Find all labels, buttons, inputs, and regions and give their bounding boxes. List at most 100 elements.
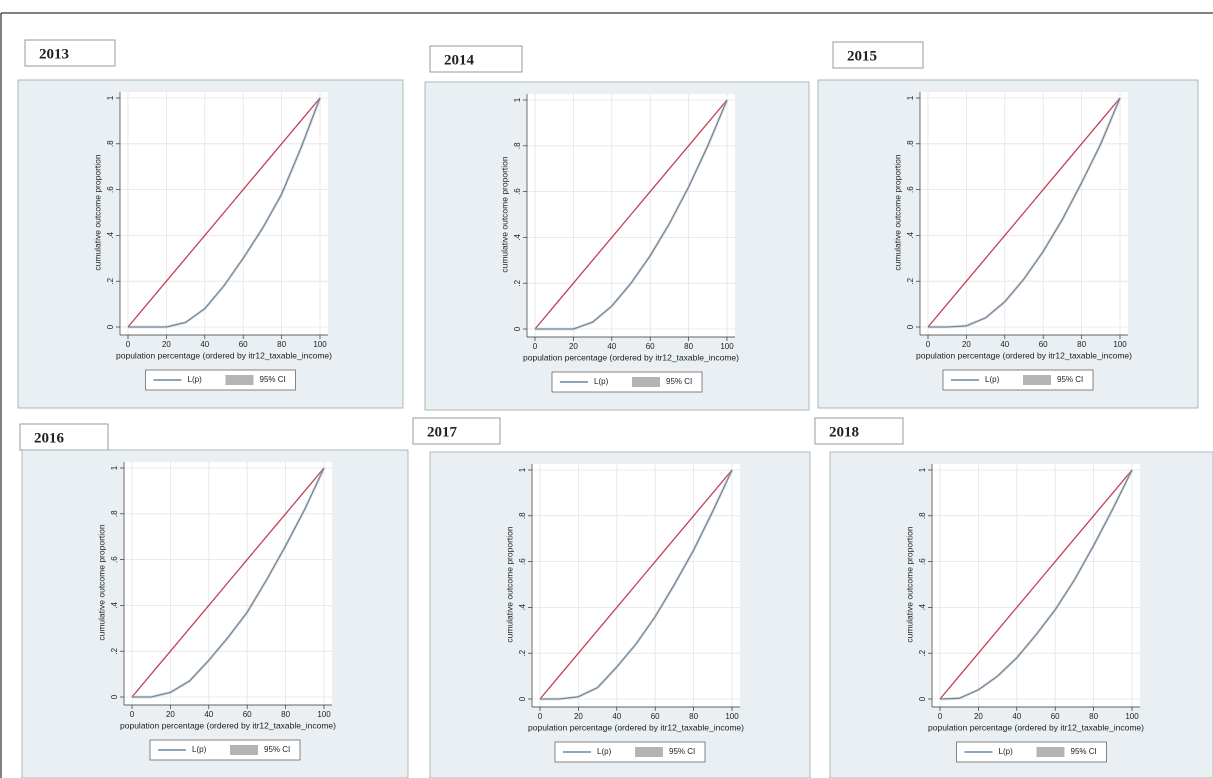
- legend-box: [942, 369, 1094, 391]
- x-tick-label: 60: [1039, 340, 1048, 349]
- series-line: [535, 99, 728, 330]
- x-tick-label: 0: [926, 340, 931, 349]
- y-axis-label: cumulative outcome proportion: [892, 154, 902, 271]
- legend-swatch: [632, 377, 660, 387]
- x-tick-label: 100: [317, 710, 331, 719]
- ci-band: [939, 469, 1134, 701]
- chart-title: 2015: [847, 48, 877, 64]
- x-tick-label: 40: [200, 340, 209, 349]
- y-tick-label: .6: [106, 186, 115, 193]
- legend-label: 95% CI: [1071, 747, 1097, 756]
- y-tick-label: .2: [110, 647, 119, 654]
- y-tick-label: .2: [918, 649, 927, 656]
- series-line: [128, 97, 321, 328]
- x-tick-label: 100: [1125, 712, 1139, 721]
- y-tick-label: .8: [518, 512, 527, 519]
- x-tick-label: 20: [974, 712, 983, 721]
- title-box: [814, 417, 904, 445]
- legend-box: [551, 371, 703, 393]
- legend-box: [145, 369, 296, 391]
- chart-title: 2013: [39, 46, 69, 62]
- x-tick-label: 80: [281, 710, 290, 719]
- y-tick-label: .6: [513, 188, 522, 195]
- title-box: [19, 423, 109, 451]
- title-box: [429, 45, 523, 73]
- x-tick-label: 60: [651, 712, 660, 721]
- legend-label: L(p): [999, 747, 1014, 756]
- x-tick-label: 100: [725, 712, 739, 721]
- x-tick-label: 40: [1000, 340, 1009, 349]
- x-tick-label: 0: [938, 712, 943, 721]
- y-tick-label: .4: [110, 602, 119, 609]
- y-axis-label: cumulative outcome proportion: [96, 524, 106, 641]
- title-box: [412, 417, 501, 445]
- title-box: [24, 39, 116, 67]
- y-tick-label: 0: [906, 324, 915, 329]
- legend-swatch: [230, 745, 258, 755]
- legend-swatch: [1036, 747, 1065, 757]
- x-axis-label: population percentage (ordered by itr12_…: [916, 350, 1132, 360]
- x-tick-label: 80: [684, 342, 693, 351]
- x-tick-label: 100: [720, 342, 734, 351]
- y-axis-label: cumulative outcome proportion: [504, 526, 514, 643]
- series-line: [127, 97, 321, 328]
- y-tick-label: .8: [906, 140, 915, 147]
- x-tick-label: 0: [130, 710, 135, 719]
- y-tick-label: 1: [513, 97, 522, 102]
- y-tick-label: .8: [918, 512, 927, 519]
- y-tick-label: .6: [918, 558, 927, 565]
- title-box: [832, 41, 924, 69]
- legend-swatch: [635, 747, 663, 757]
- y-tick-label: 1: [918, 467, 927, 472]
- x-tick-label: 20: [574, 712, 583, 721]
- x-tick-label: 60: [243, 710, 252, 719]
- y-tick-label: 1: [106, 95, 115, 100]
- x-tick-label: 60: [646, 342, 655, 351]
- legend-label: 95% CI: [669, 747, 695, 756]
- legend-label: 95% CI: [666, 377, 692, 386]
- legend-label: L(p): [597, 747, 612, 756]
- series-line: [540, 469, 733, 700]
- legend-swatch: [225, 375, 254, 385]
- series-line: [131, 467, 325, 698]
- x-tick-label: 80: [1077, 340, 1086, 349]
- series-line: [132, 467, 325, 698]
- ci-band: [928, 97, 1122, 329]
- y-tick-label: .4: [513, 234, 522, 241]
- y-tick-label: 0: [518, 696, 527, 701]
- series-line: [939, 469, 1133, 700]
- x-tick-label: 20: [162, 340, 171, 349]
- x-tick-label: 60: [1051, 712, 1060, 721]
- ci-band: [535, 99, 729, 331]
- x-tick-label: 80: [277, 340, 286, 349]
- legend-label: L(p): [985, 375, 1000, 384]
- x-axis-label: population percentage (ordered by itr12_…: [928, 722, 1144, 732]
- series-line: [939, 469, 1133, 700]
- x-tick-label: 0: [533, 342, 538, 351]
- legend-label: L(p): [594, 377, 609, 386]
- y-tick-label: .2: [106, 277, 115, 284]
- x-tick-label: 20: [962, 340, 971, 349]
- x-tick-label: 60: [239, 340, 248, 349]
- y-tick-label: .8: [513, 142, 522, 149]
- legend-box: [149, 739, 301, 761]
- y-tick-label: .8: [110, 510, 119, 517]
- legend-label: 95% CI: [1057, 375, 1083, 384]
- chart-title: 2016: [34, 430, 65, 446]
- x-axis-label: population percentage (ordered by itr12_…: [116, 350, 332, 360]
- ci-band: [132, 467, 326, 699]
- x-tick-label: 0: [538, 712, 543, 721]
- ci-band: [128, 97, 322, 329]
- x-axis-label: population percentage (ordered by itr12_…: [528, 722, 744, 732]
- x-tick-label: 40: [607, 342, 616, 351]
- series-line: [539, 469, 733, 700]
- legend-label: L(p): [192, 745, 207, 754]
- x-tick-label: 80: [1089, 712, 1098, 721]
- legend-label: 95% CI: [264, 745, 290, 754]
- y-tick-label: .6: [518, 558, 527, 565]
- x-tick-label: 40: [1012, 712, 1021, 721]
